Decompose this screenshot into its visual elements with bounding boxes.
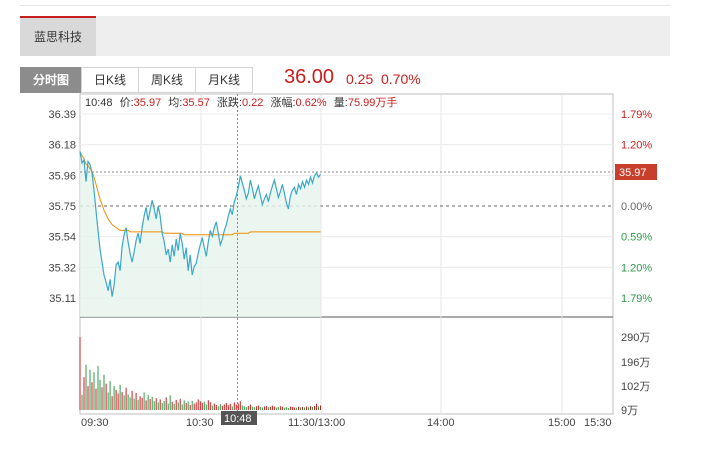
price-tick-labels: 36.39 36.18 35.96 35.75 35.54 35.32 35.11	[48, 109, 76, 305]
cursor-time-bg	[221, 411, 257, 425]
volume-tick-labels: 290万 196万 102万 9万	[621, 332, 650, 417]
price-tick-label: 35.11	[49, 293, 76, 305]
volume-bars	[79, 337, 321, 410]
pct-tick-label: 0.00%	[621, 201, 652, 213]
pct-tick-label: 1.20%	[621, 262, 652, 274]
price-tick-label: 35.54	[48, 232, 76, 244]
x-tick-1530: 15:30	[584, 417, 612, 429]
stock-tab[interactable]: 蓝思科技	[20, 16, 96, 56]
volume-tick-label: 9万	[621, 405, 638, 417]
price-tick-label: 35.75	[48, 201, 76, 213]
pct-tick-labels: 1.79%1.20%0.59%0.00%0.59%1.20%1.79%	[621, 109, 652, 305]
pct-tick-label: 0.59%	[621, 232, 652, 244]
tab-daily-k[interactable]: 日K线	[81, 67, 140, 93]
current-price: 36.00	[284, 66, 335, 88]
info-time: 10:48 价:35.97 均:35.57 涨跌:0.22 涨幅:0.62% 量…	[85, 95, 397, 109]
chart-period-tabs: 分时图 日K线 周K线 月K线	[20, 67, 254, 93]
price-change-pct: 0.70%	[381, 71, 421, 87]
average-price-line	[79, 151, 321, 236]
tab-weekly-k[interactable]: 周K线	[138, 67, 197, 93]
price-tick-label: 35.96	[48, 170, 76, 182]
pct-tick-label: 1.79%	[621, 109, 652, 121]
price-tick-label: 36.18	[48, 140, 76, 152]
volume-tick-label: 196万	[621, 357, 650, 369]
cursor-time-label: 10:48	[224, 413, 252, 425]
volume-tick-label: 102万	[621, 381, 650, 393]
x-tick-1400: 14:00	[427, 417, 455, 429]
price-change: 0.25	[346, 71, 374, 87]
volume-tick-label: 290万	[621, 332, 650, 344]
x-tick-1030: 10:30	[186, 417, 214, 429]
pct-tick-label: 1.20%	[621, 140, 652, 152]
price-area-fill	[80, 151, 321, 317]
pct-tick-label: 1.79%	[621, 293, 652, 305]
price-line	[79, 151, 321, 297]
info-line: 10:48 价:35.97 均:35.57 涨跌:0.22 涨幅:0.62% 量…	[85, 95, 397, 109]
price-tick-label: 36.39	[48, 109, 76, 121]
top-divider	[20, 5, 670, 6]
current-price-tag: 35.97	[619, 167, 647, 179]
tab-monthly-k[interactable]: 月K线	[195, 67, 254, 93]
x-tick-1500: 15:00	[548, 417, 576, 429]
price-tick-label: 35.32	[48, 262, 76, 274]
x-tick-1130-1300: 11:30/13:00	[288, 417, 345, 429]
tab-intraday[interactable]: 分时图	[20, 67, 83, 93]
x-tick-0930: 09:30	[81, 417, 109, 429]
stock-tab-bar: 蓝思科技	[20, 16, 670, 56]
current-price-tag-bg	[615, 164, 657, 180]
